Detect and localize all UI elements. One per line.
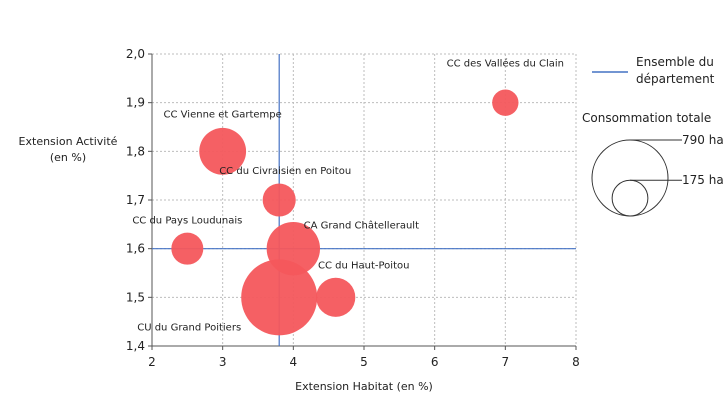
y-tick-label: 1,7 (126, 193, 145, 207)
y-tick-label: 1,5 (126, 290, 145, 304)
bubble-label: CC du Civraisien en Poitou (219, 166, 351, 177)
bubble-label: CC du Haut-Poitou (318, 260, 409, 271)
x-tick-label: 3 (219, 355, 227, 369)
bubble-labels: CC des Vallées du Clain CC Vienne et Gart… (132, 58, 564, 334)
legend-size-label: 790 ha (682, 133, 724, 147)
bubble-point (316, 277, 356, 317)
tick-labels: 2 3 4 5 6 7 8 1,4 1,5 1,6 1,7 1,8 1,9 2,0 (126, 47, 580, 369)
axis-titles: Extension Habitat (en %) Extension Activi… (19, 135, 433, 393)
bubble-label: CC des Vallées du Clain (447, 58, 564, 70)
bubble-point (199, 127, 247, 175)
legend-size-title: Consommation totale (582, 111, 711, 125)
bubble-label: CC du Pays Loudunais (132, 216, 242, 227)
legend-size-circle (611, 179, 649, 217)
bubble-label: CA Grand Châtellerault (304, 220, 419, 232)
y-tick-label: 1,6 (126, 242, 145, 256)
legend: Ensemble du département Consommation total… (582, 55, 724, 217)
legend-line-label-2: département (636, 72, 715, 86)
y-tick-label: 2,0 (126, 47, 145, 61)
bubble-label: CU du Grand Poitiers (137, 322, 241, 333)
y-tick-label: 1,9 (126, 96, 145, 110)
x-tick-label: 4 (290, 355, 298, 369)
x-tick-label: 6 (431, 355, 439, 369)
y-tick-label: 1,8 (126, 144, 145, 158)
x-tick-label: 2 (148, 355, 156, 369)
legend-line-label-1: Ensemble du (636, 55, 714, 69)
x-tick-label: 8 (572, 355, 580, 369)
y-tick-label: 1,4 (126, 339, 145, 353)
y-axis-title-line1: Extension Activité (19, 135, 118, 148)
x-tick-label: 7 (502, 355, 510, 369)
bubble-point (262, 183, 296, 217)
x-axis-title: Extension Habitat (en %) (295, 380, 433, 393)
axes (148, 53, 577, 350)
bubbles (171, 89, 519, 336)
bubble-point (492, 89, 519, 116)
bubble-point (241, 259, 318, 336)
y-axis-title-line2: (en %) (50, 151, 86, 164)
bubble-point (266, 221, 321, 276)
bubble-label: CC Vienne et Gartempe (164, 109, 282, 120)
legend-size-label: 175 ha (682, 173, 724, 187)
bubble-point (171, 232, 204, 265)
x-tick-label: 5 (360, 355, 368, 369)
legend-size-circle (591, 139, 669, 217)
